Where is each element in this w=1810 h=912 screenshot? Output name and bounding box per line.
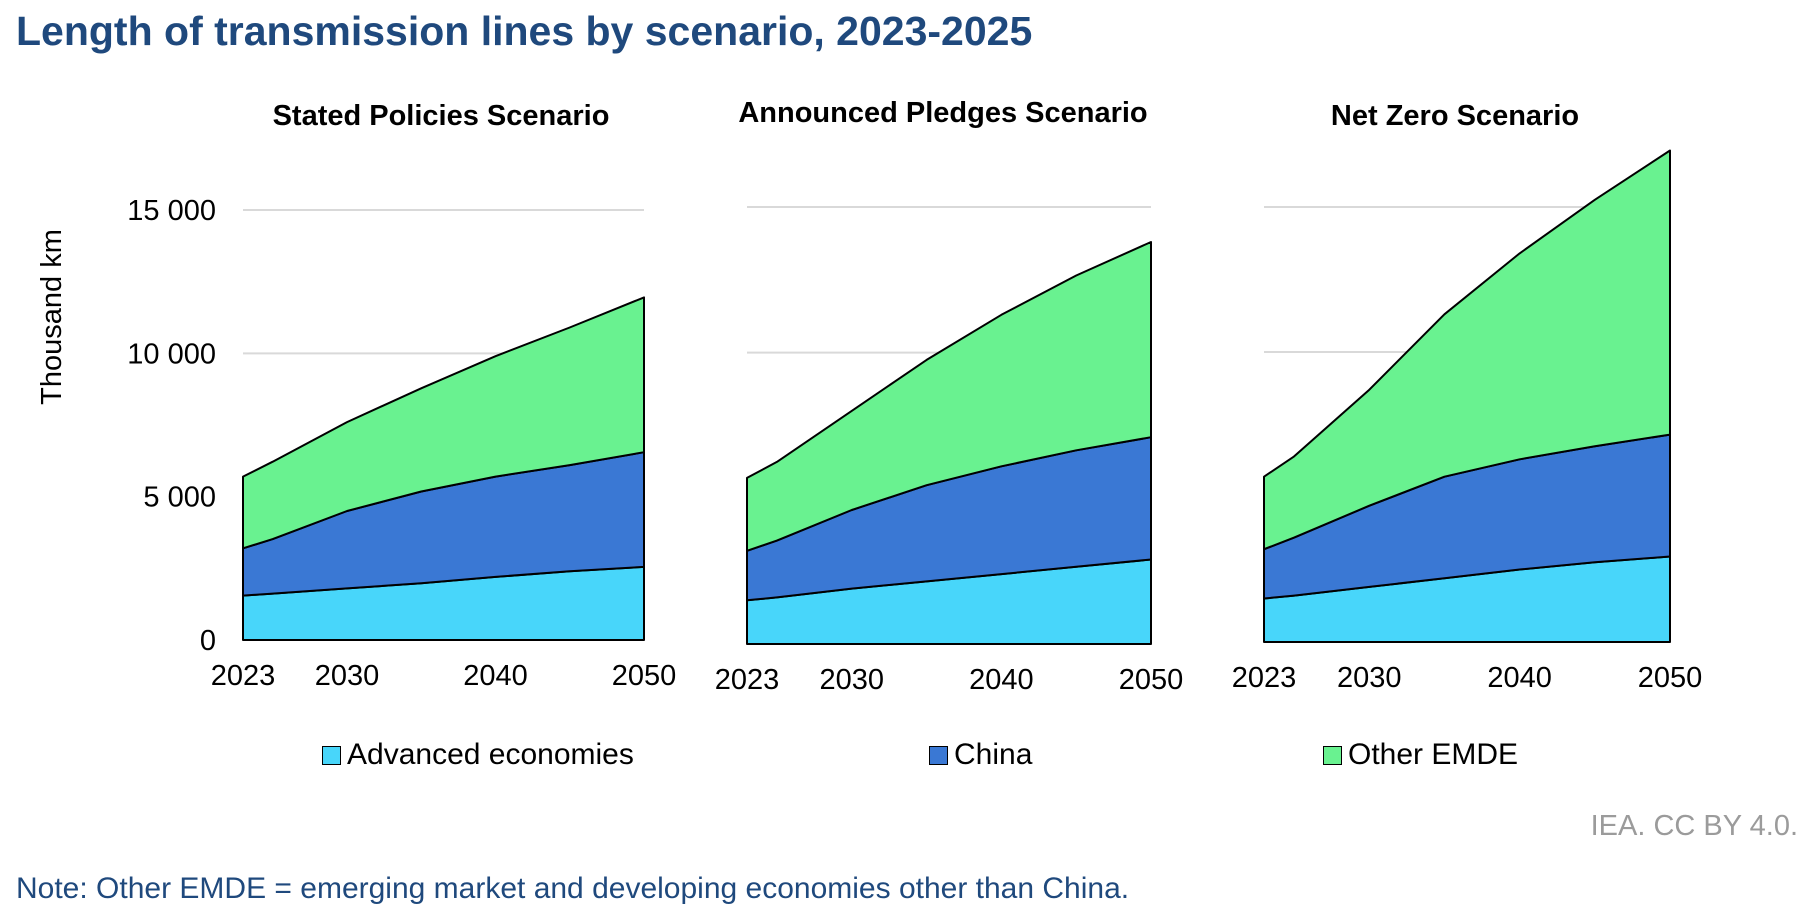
legend-label-advanced-economies: Advanced economies: [347, 738, 634, 771]
y-tick-label: 15 000: [127, 195, 216, 227]
panel-announced-pledges-scenario: Announced Pledges Scenario 2023 2030 2040 20…: [715, 97, 1184, 696]
legend-item-china: China: [929, 738, 1032, 772]
y-axis-label: Thousand km: [36, 229, 68, 405]
legend-item-other-emde: Other EMDE: [1323, 738, 1518, 772]
area-other-emde: [242, 296, 645, 550]
footnote: Note: Other EMDE = emerging market and d…: [16, 872, 1130, 905]
charts-canvas: Thousand km Stated Policies Scenario 0 5 0…: [36, 97, 1703, 696]
x-tick-label: 2023: [715, 664, 780, 696]
panel-title: Announced Pledges Scenario: [738, 97, 1147, 129]
y-tick-label: 5 000: [143, 482, 216, 514]
x-tick-label: 2050: [1638, 662, 1703, 694]
x-tick-label: 2050: [612, 660, 677, 692]
legend-label-china: China: [954, 738, 1033, 771]
x-tick-label: 2023: [211, 660, 276, 692]
panel-net-zero-scenario: Net Zero Scenario 2023 2030 2040 2050: [1232, 100, 1703, 694]
x-tick-label: 2030: [819, 664, 884, 696]
x-tick-label: 2040: [1487, 662, 1552, 694]
x-tick-label: 2050: [1119, 664, 1184, 696]
legend-swatch-other-emde: [1323, 745, 1342, 765]
source-credit: IEA. CC BY 4.0.: [1590, 810, 1798, 842]
panel-title: Net Zero Scenario: [1331, 100, 1579, 132]
area-other-emde: [1263, 149, 1671, 551]
panel-stated-policies-scenario: Stated Policies Scenario 0 5 000 10 000 15 0…: [127, 100, 676, 692]
legend-swatch-china: [929, 745, 948, 765]
y-tick-label: 10 000: [127, 338, 216, 370]
panel-title: Stated Policies Scenario: [273, 100, 610, 132]
x-tick-label: 2040: [969, 664, 1034, 696]
x-tick-label: 2023: [1232, 662, 1297, 694]
y-tick-label: 0: [200, 625, 216, 657]
legend-item-advanced-economies: Advanced economies: [322, 738, 634, 772]
x-tick-label: 2040: [463, 660, 528, 692]
area-other-emde: [746, 241, 1152, 552]
x-tick-label: 2030: [315, 660, 380, 692]
legend-label-other-emde: Other EMDE: [1348, 738, 1519, 771]
chart-title: Length of transmission lines by scenario…: [16, 8, 1033, 54]
x-tick-label: 2030: [1337, 662, 1402, 694]
legend-swatch-advanced-economies: [322, 745, 341, 765]
